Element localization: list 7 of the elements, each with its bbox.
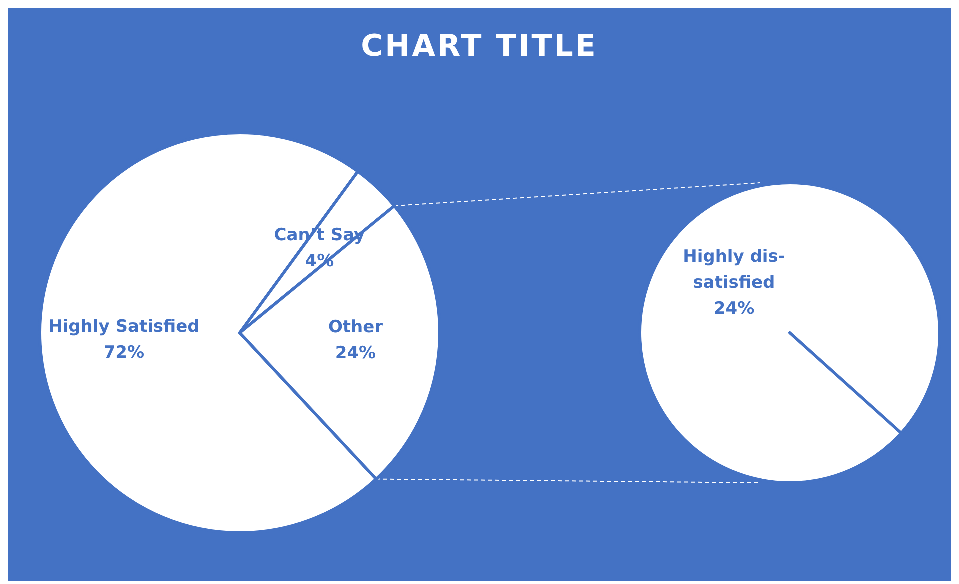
chart-title: CHART TITLE <box>361 29 598 64</box>
data-label: 24% <box>714 298 755 318</box>
slice-label: Highly Satisfied <box>48 316 200 337</box>
data-label: 24% <box>335 343 376 364</box>
data-label: 72% <box>104 342 145 363</box>
slice-label: Other <box>328 317 384 338</box>
slice-label: Highly dis-satisfied <box>683 246 786 292</box>
